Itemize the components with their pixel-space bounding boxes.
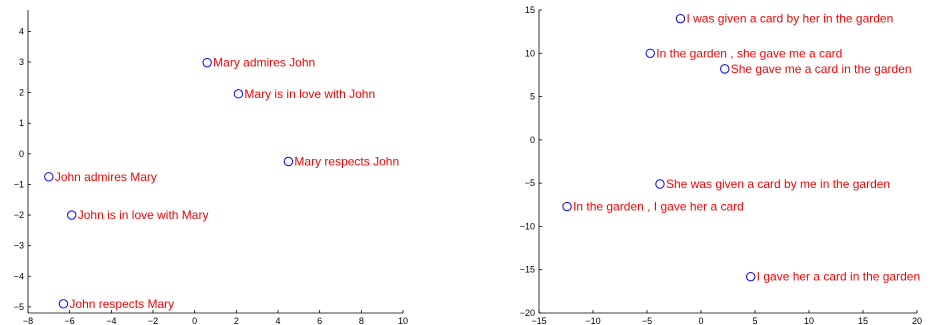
- right-data-point: [645, 48, 655, 58]
- chart-left: −8 −6 −4 −2 0 2 4 6 8 10 −5 −4 −3 −2 −1 0 1 2 3 4 Mary admir…: [14, 10, 408, 325]
- left-data-point: [202, 57, 212, 68]
- left-point-label: John respects Mary: [69, 297, 174, 311]
- right-y-tick-label: 0: [530, 135, 535, 145]
- right-data-point: [675, 13, 686, 24]
- right-x-tick-label: 15: [858, 316, 868, 325]
- right-data-point: [745, 271, 756, 282]
- left-data-point: [283, 156, 294, 167]
- left-y-tick-label: −4: [14, 271, 24, 281]
- left-point-label: Mary respects John: [294, 155, 399, 169]
- left-point-label: John admires Mary: [55, 170, 157, 184]
- left-x-tick-label: 10: [398, 316, 408, 325]
- right-y-tick-label: 10: [525, 48, 535, 58]
- right-y-tick-label: 15: [525, 5, 535, 15]
- left-x-tick-label: −8: [23, 316, 33, 325]
- left-data-point: [58, 299, 69, 309]
- left-x-tick-label: 6: [317, 316, 322, 325]
- right-y-tick-label: −5: [525, 178, 535, 188]
- right-point-label: I was given a card by her in the garden: [686, 12, 893, 26]
- right-point-label: In the garden , I gave her a card: [573, 200, 744, 214]
- left-x-tick-label: 4: [275, 316, 280, 325]
- right-x-tick-label: 10: [804, 316, 814, 325]
- left-y-tick-label: 3: [19, 57, 24, 67]
- left-data-point: [67, 210, 77, 220]
- right-x-tick-label: −10: [585, 316, 600, 325]
- right-x-tick-label: 5: [752, 316, 757, 325]
- left-data-point: [44, 172, 54, 182]
- right-point-label: In the garden , she gave me a card: [656, 46, 842, 60]
- right-x-tick-label: 0: [698, 316, 703, 325]
- left-y-tick-label: −3: [14, 241, 24, 251]
- left-y-tick-label: −2: [14, 210, 24, 220]
- right-point-label: She gave me a card in the garden: [731, 62, 912, 76]
- left-point-label: John is in love with Mary: [78, 208, 209, 222]
- left-y-tick-label: 4: [19, 26, 24, 36]
- right-y-tick-label: −20: [520, 308, 535, 318]
- right-x-tick-label: 20: [912, 316, 922, 325]
- right-data-point: [562, 201, 572, 212]
- left-x-tick-label: 2: [234, 316, 239, 325]
- left-y-tick-label: −5: [14, 302, 24, 312]
- right-point-label: I gave her a card in the garden: [757, 270, 920, 284]
- left-y-tick-label: −1: [14, 179, 24, 189]
- left-x-tick-label: −2: [148, 316, 158, 325]
- right-x-tick-label: −15: [531, 316, 546, 325]
- left-y-tick-label: 2: [19, 88, 24, 98]
- left-point-label: Mary is in love with John: [244, 87, 375, 101]
- left-y-tick-label: 0: [19, 149, 24, 159]
- right-point-label: She was given a card by me in the garden: [666, 177, 890, 191]
- left-x-tick-label: 8: [359, 316, 364, 325]
- left-x-tick-label: −6: [65, 316, 75, 325]
- left-data-point: [233, 89, 244, 99]
- right-y-tick-label: −10: [520, 221, 535, 231]
- left-y-tick-label: 1: [19, 118, 24, 128]
- right-y-tick-label: 5: [530, 92, 535, 102]
- right-data-point: [655, 179, 665, 189]
- right-data-point: [720, 64, 730, 74]
- right-x-tick-label: −5: [642, 316, 652, 325]
- left-x-tick-label: −4: [106, 316, 116, 325]
- right-y-tick-label: −15: [520, 265, 535, 275]
- left-x-tick-label: 0: [192, 316, 197, 325]
- left-point-label: Mary admires John: [213, 56, 315, 70]
